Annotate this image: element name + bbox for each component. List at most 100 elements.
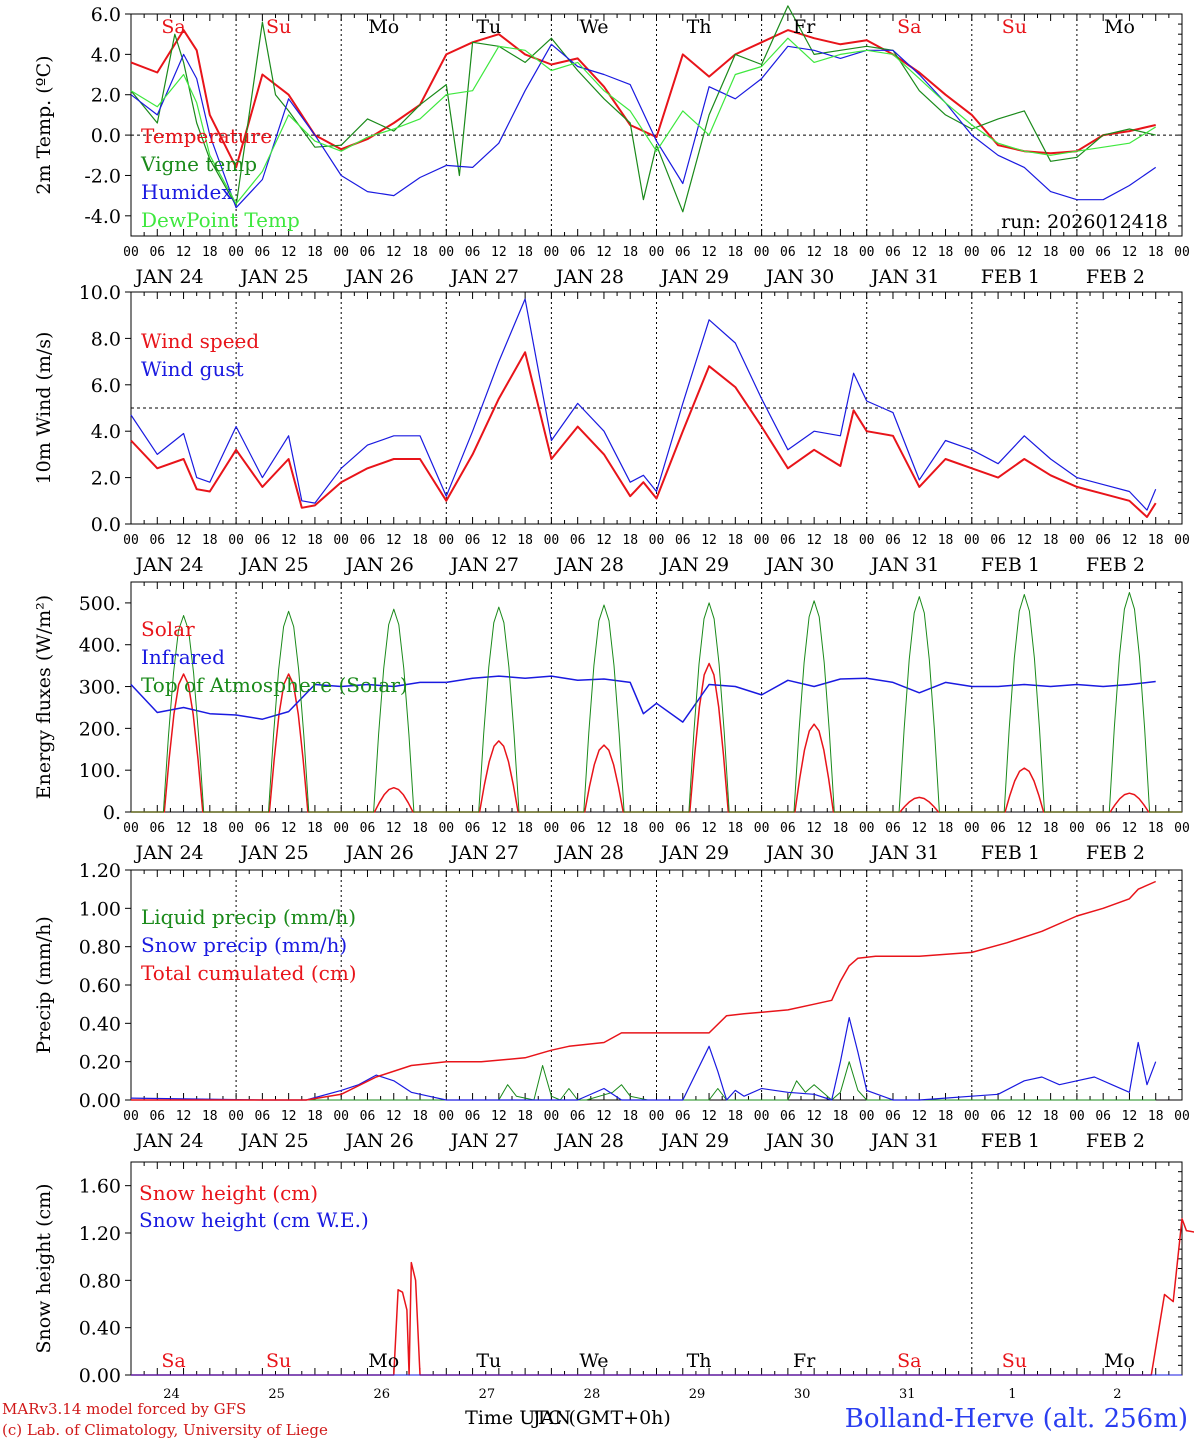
date-label: JAN 29 bbox=[659, 1130, 729, 1152]
hour-tick-label: 00 bbox=[123, 533, 139, 548]
y-tick-label: 0.80 bbox=[79, 937, 121, 959]
y-tick-label: 0.0 bbox=[91, 514, 121, 536]
y-tick-label: 0.00 bbox=[79, 1365, 121, 1387]
date-label: JAN 30 bbox=[764, 842, 834, 864]
hour-tick-label: 00 bbox=[649, 533, 665, 548]
hour-tick-label: 06 bbox=[360, 821, 376, 836]
weekday-label: Sa bbox=[161, 1350, 185, 1372]
weekday-label: Th bbox=[687, 1350, 712, 1372]
weekday-label: Th bbox=[687, 16, 712, 38]
hour-tick-label: 12 bbox=[176, 533, 192, 548]
date-label: JAN 24 bbox=[133, 1130, 203, 1152]
legend-top-of-atmosphere-solar: Top of Atmosphere (Solar) bbox=[141, 673, 408, 697]
date-label: JAN 26 bbox=[344, 1130, 414, 1152]
hour-tick-label: 06 bbox=[1095, 821, 1111, 836]
credit-line-2: (c) Lab. of Climatology, University of L… bbox=[2, 1421, 328, 1439]
hour-tick-label: 00 bbox=[754, 533, 770, 548]
day-number-label: 27 bbox=[479, 1387, 496, 1402]
hour-tick-label: 12 bbox=[491, 1109, 507, 1124]
hour-tick-label: 18 bbox=[1148, 245, 1164, 260]
hour-tick-label: 12 bbox=[1122, 1109, 1138, 1124]
hour-tick-label: 00 bbox=[544, 245, 560, 260]
hour-tick-label: 12 bbox=[491, 533, 507, 548]
hour-tick-label: 12 bbox=[1122, 533, 1138, 548]
hour-tick-label: 12 bbox=[281, 533, 297, 548]
weekday-label: Mo bbox=[368, 1350, 399, 1372]
date-label: JAN 25 bbox=[239, 842, 309, 864]
hour-tick-label: 06 bbox=[149, 1109, 165, 1124]
hour-tick-label: 18 bbox=[1148, 533, 1164, 548]
hour-tick-label: 12 bbox=[596, 821, 612, 836]
legend-wind-speed: Wind speed bbox=[141, 329, 259, 353]
hour-tick-label: 18 bbox=[202, 821, 218, 836]
weekday-label: Fr bbox=[793, 16, 816, 38]
date-label: JAN 27 bbox=[449, 842, 519, 864]
hour-tick-label: 12 bbox=[701, 821, 717, 836]
hour-tick-label: 00 bbox=[333, 245, 349, 260]
series-wind-gust bbox=[130, 298, 1157, 511]
hour-tick-label: 12 bbox=[596, 533, 612, 548]
y-tick-label: 0.80 bbox=[79, 1270, 121, 1292]
hour-tick-label: 00 bbox=[438, 533, 454, 548]
series-wind-speed bbox=[130, 351, 1157, 518]
legend-dewpoint-temp: DewPoint Temp bbox=[141, 208, 300, 232]
hour-tick-label: 18 bbox=[622, 1109, 638, 1124]
hour-tick-label: 18 bbox=[833, 821, 849, 836]
day-number-label: 25 bbox=[268, 1387, 285, 1402]
credit-line-1: MARv3.14 model forced by GFS bbox=[2, 1400, 246, 1418]
day-number-label: 30 bbox=[794, 1387, 811, 1402]
hour-tick-label: 18 bbox=[412, 821, 428, 836]
hour-tick-label: 06 bbox=[675, 533, 691, 548]
hour-tick-label: 18 bbox=[833, 245, 849, 260]
panel-precip: 0.00 0.20 0.40 0.60 0.80 1.00 1.20 Precip (mm/h… bbox=[33, 860, 1190, 1152]
legend-temperature: Temperature bbox=[141, 124, 272, 148]
date-label: JAN 27 bbox=[449, 266, 519, 288]
y-axis-title: Energy fluxes (W/m²) bbox=[33, 595, 55, 799]
hour-tick-label: 00 bbox=[754, 245, 770, 260]
hour-tick-label: 18 bbox=[412, 1109, 428, 1124]
hour-tick-label: 00 bbox=[964, 821, 980, 836]
hour-tick-label: 18 bbox=[727, 821, 743, 836]
hour-tick-label: 00 bbox=[333, 1109, 349, 1124]
hour-tick-label: 12 bbox=[911, 1109, 927, 1124]
hour-tick-label: 00 bbox=[649, 821, 665, 836]
date-label: JAN 25 bbox=[239, 1130, 309, 1152]
date-label: JAN 27 bbox=[449, 554, 519, 576]
hour-tick-label: 00 bbox=[438, 821, 454, 836]
hour-tick-label: 18 bbox=[1148, 1109, 1164, 1124]
hour-tick-label: 12 bbox=[1122, 245, 1138, 260]
weekday-label: We bbox=[579, 16, 608, 38]
y-tick-label: 1.60 bbox=[79, 1176, 121, 1198]
hour-tick-label: 12 bbox=[701, 533, 717, 548]
y-tick-label: 0.0 bbox=[91, 125, 121, 147]
weekday-label: Tu bbox=[476, 1350, 501, 1372]
date-label: JAN 30 bbox=[764, 554, 834, 576]
hour-tick-label: 06 bbox=[149, 245, 165, 260]
hour-tick-label: 06 bbox=[465, 1109, 481, 1124]
date-label: JAN 31 bbox=[869, 842, 939, 864]
hour-tick-label: 00 bbox=[964, 245, 980, 260]
hour-tick-label: 06 bbox=[885, 821, 901, 836]
hour-tick-label: 18 bbox=[307, 245, 323, 260]
legend-vigne-temp: Vigne temp bbox=[140, 152, 257, 176]
hour-tick-label: 06 bbox=[465, 533, 481, 548]
x-axis-title: Time UTC (GMT+0h) bbox=[465, 1407, 671, 1429]
weekday-label: Fr bbox=[793, 1350, 816, 1372]
day-number-label: 26 bbox=[373, 1387, 390, 1402]
date-label: JAN 30 bbox=[764, 266, 834, 288]
y-tick-label: 500. bbox=[79, 593, 121, 615]
date-label: JAN 25 bbox=[239, 554, 309, 576]
hour-tick-label: 12 bbox=[1017, 533, 1033, 548]
hour-tick-label: 18 bbox=[727, 1109, 743, 1124]
meteogram-panels: -4.0 -2.0 0.0 2.0 4.0 6.0 2m Temp. (ºC) Tempera… bbox=[33, 4, 1194, 1402]
hour-tick-label: 06 bbox=[570, 821, 586, 836]
legend-snow-precip-mm-h: Snow precip (mm/h) bbox=[141, 933, 347, 957]
legend-total-cumulated-cm: Total cumulated (cm) bbox=[141, 961, 357, 985]
hour-tick-label: 12 bbox=[281, 245, 297, 260]
hour-tick-label: 06 bbox=[255, 245, 271, 260]
weekday-label: Sa bbox=[897, 16, 921, 38]
hour-tick-label: 18 bbox=[833, 533, 849, 548]
y-axis-title: 10m Wind (m/s) bbox=[33, 332, 55, 485]
panel-energy: 0. 100. 200. 300. 400. 500. Energy fluxes (W/m… bbox=[33, 581, 1190, 864]
hour-tick-label: 06 bbox=[255, 821, 271, 836]
